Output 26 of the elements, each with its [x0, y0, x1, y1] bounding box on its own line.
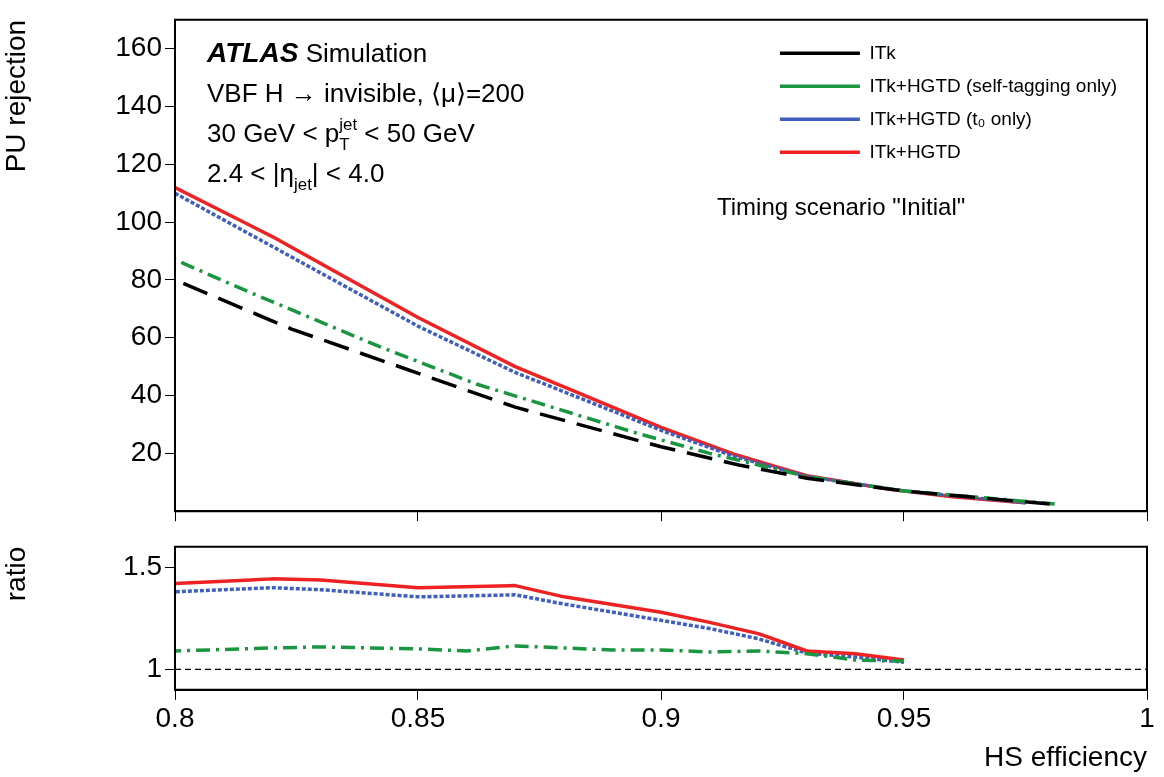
- legend-label: ITk+HGTD (self-tagging only): [869, 74, 1118, 96]
- x-tick-label: 0.9: [641, 702, 681, 734]
- y-axis-title: PU rejection: [0, 19, 31, 173]
- y-tick-label: 1: [146, 652, 162, 684]
- y-tick-label: 100: [115, 204, 162, 236]
- y-tick-label: 1.5: [123, 549, 162, 581]
- legend-label: ITk+HGTD (t₀ only): [869, 107, 1032, 129]
- y-tick-label: 160: [115, 31, 162, 63]
- annotation: VBF H → invisible, ⟨μ⟩=200: [207, 77, 525, 108]
- y-tick-label: 120: [115, 147, 162, 179]
- y-tick-label: 20: [130, 436, 162, 468]
- y-tick-label: 40: [130, 378, 162, 410]
- x-axis-title: HS efficiency: [984, 740, 1147, 772]
- y-tick-label: 80: [130, 262, 162, 294]
- x-tick-label: 0.85: [390, 702, 446, 734]
- annotation: Timing scenario "Initial": [717, 192, 966, 220]
- x-tick-label: 1: [1139, 702, 1155, 734]
- legend-label: ITk: [869, 41, 897, 63]
- annotation: ATLAS Simulation: [206, 36, 428, 68]
- y-tick-label: 60: [130, 320, 162, 352]
- y-tick-label: 140: [115, 89, 162, 121]
- x-tick-label: 0.95: [876, 702, 932, 734]
- x-tick-label: 0.8: [155, 702, 195, 734]
- y-axis-title: ratio: [0, 546, 31, 602]
- line-series: [175, 644, 906, 663]
- legend-label: ITk+HGTD: [869, 140, 961, 162]
